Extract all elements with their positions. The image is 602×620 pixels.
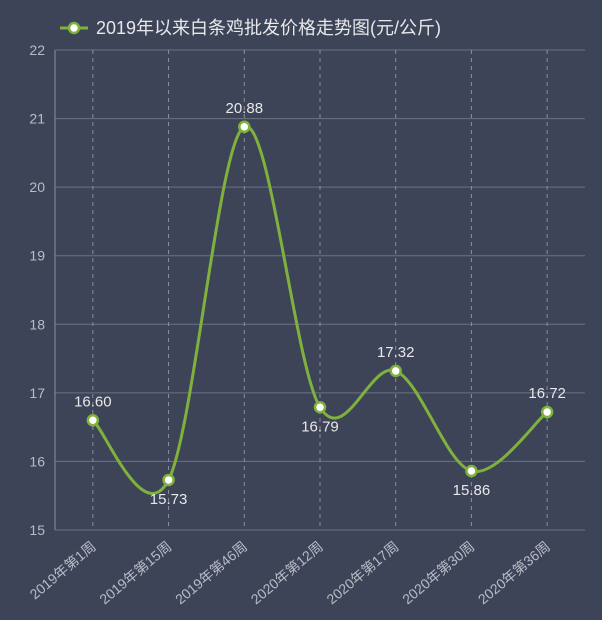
line-chart: 15161718192021222019年第1周2019年第15周2019年第4… [0, 0, 602, 620]
y-tick-label: 21 [29, 111, 45, 127]
data-marker [466, 466, 476, 476]
chart-svg: 15161718192021222019年第1周2019年第15周2019年第4… [0, 0, 602, 620]
data-marker [542, 407, 552, 417]
data-marker [315, 402, 325, 412]
value-label: 16.60 [74, 393, 112, 410]
value-label: 16.79 [301, 418, 339, 435]
y-tick-label: 17 [29, 385, 45, 401]
value-label: 17.32 [377, 344, 415, 361]
value-label: 16.72 [528, 385, 566, 402]
y-tick-label: 19 [29, 248, 45, 264]
y-tick-label: 16 [29, 453, 45, 469]
y-tick-label: 18 [29, 316, 45, 332]
data-marker [88, 415, 98, 425]
data-marker [391, 366, 401, 376]
data-marker [239, 122, 249, 132]
y-tick-label: 20 [29, 179, 45, 195]
value-label: 20.88 [226, 100, 264, 117]
data-marker [164, 475, 174, 485]
y-tick-label: 15 [29, 522, 45, 538]
y-tick-label: 22 [29, 42, 45, 58]
value-label: 15.73 [150, 491, 188, 508]
legend-marker [69, 23, 79, 33]
value-label: 15.86 [453, 482, 491, 499]
legend-label: 2019年以来白条鸡批发价格走势图(元/公斤) [96, 18, 441, 38]
chart-background [0, 0, 602, 620]
